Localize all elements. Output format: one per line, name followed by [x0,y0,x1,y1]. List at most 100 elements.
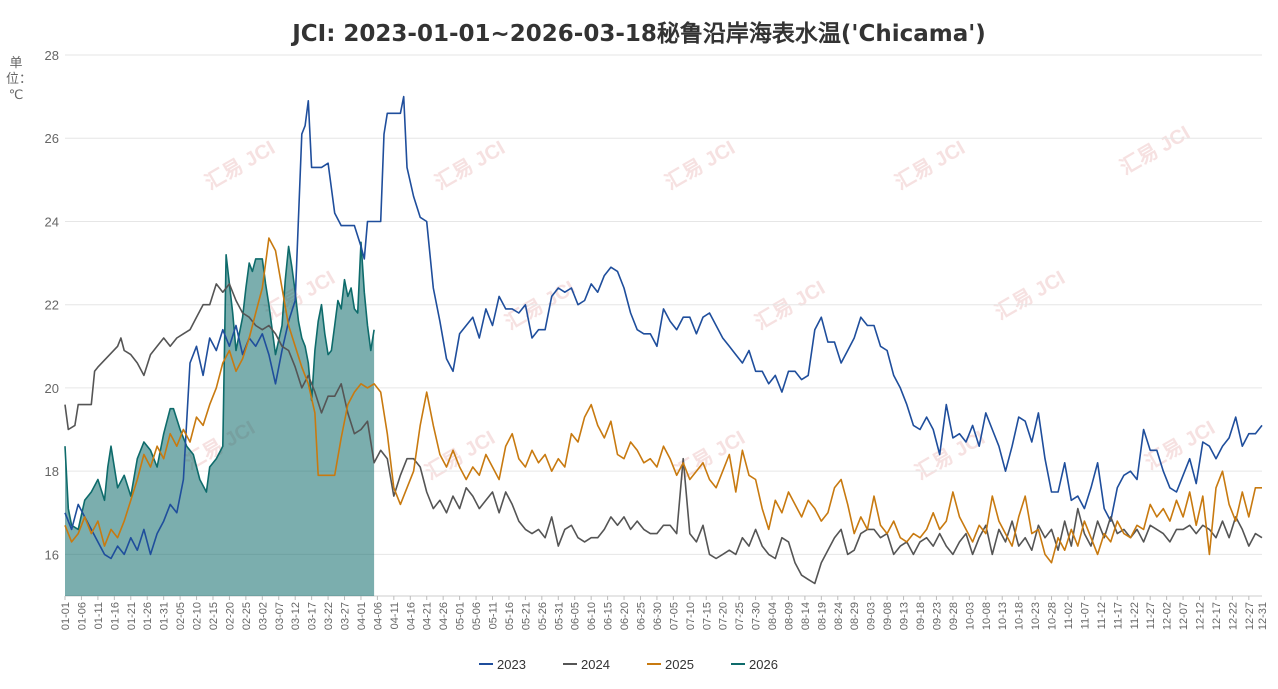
y-tick-label: 16 [45,547,59,562]
chart-title: JCI: 2023-01-01~2026-03-18秘鲁沿岸海表水温('Chic… [292,21,986,47]
x-tick-label: 11-17 [1112,602,1124,629]
x-tick-label: 06-25 [635,602,647,630]
x-tick-label: 04-21 [422,602,434,630]
series-line-2024 [64,283,1263,585]
watermark-text: 汇易 JCI [671,426,749,484]
x-tick-label: 06-05 [570,602,582,630]
x-tick-label: 02-10 [192,602,204,630]
x-tick-label: 05-16 [504,602,516,630]
x-tick-label: 01-11 [93,602,105,629]
x-tick-label: 05-06 [471,602,483,630]
x-tick-label: 10-28 [1047,602,1059,630]
x-tick-label: 01-16 [109,602,121,630]
x-tick-label: 06-30 [652,602,664,630]
x-tick-label: 03-27 [340,602,352,630]
x-tick-label: 09-28 [948,602,960,630]
watermark-text: 汇易 JCI [501,276,579,334]
x-tick-label: 11-07 [1079,602,1091,629]
y-tick-label: 28 [45,48,59,63]
x-tick-label: 10-08 [981,602,993,630]
x-tick-label: 07-15 [701,602,713,630]
watermark-text: 汇易 JCI [911,426,989,484]
x-tick-label: 08-04 [767,602,779,630]
x-tick-label: 04-16 [405,602,417,630]
x-tick-label: 08-14 [800,602,812,630]
x-tick-label: 12-02 [1162,602,1174,630]
x-tick-label: 02-20 [224,602,236,630]
x-tick-label: 12-27 [1244,602,1256,630]
watermark-text: 汇易 JCI [661,136,739,194]
x-tick-label: 09-08 [882,602,894,630]
x-tick-label: 11-02 [1063,602,1075,629]
x-tick-label: 01-01 [60,602,72,630]
series-line-2026 [64,241,375,531]
x-tick-label: 07-30 [751,602,763,630]
x-tick-label: 12-22 [1227,602,1239,630]
x-tick-label: 05-21 [520,602,532,630]
x-tick-label: 04-26 [438,602,450,630]
legend-item-2026[interactable]: 2026 [731,657,778,672]
x-tick-label: 04-11 [389,602,401,629]
x-tick-label: 09-18 [915,602,927,630]
watermark-text: 汇易 JCI [421,426,499,484]
unit-label: 单位：℃ [6,56,33,103]
series-line-2025 [64,237,1262,564]
y-tick-label: 20 [45,381,59,396]
x-tick-label: 04-01 [356,602,368,630]
x-tick-label: 06-10 [586,602,598,630]
x-tick-label: 11-12 [1096,602,1108,629]
watermark-text: 汇易 JCI [1116,121,1194,179]
x-tick-label: 10-18 [1014,602,1026,630]
x-tick-label: 01-31 [159,602,171,630]
x-tick-label: 01-06 [76,602,88,630]
x-tick-label: 08-19 [816,602,828,630]
x-axis: 01-01 01-06 01-11 01-16 01-21 01-26 01-31 02-05… [60,596,1269,630]
x-tick-label: 05-11 [488,602,500,629]
legend-label: 2026 [749,657,778,672]
watermark-text: 汇易 JCI [891,136,969,194]
x-tick-label: 07-10 [685,602,697,630]
x-tick-label: 12-07 [1178,602,1190,630]
x-tick-label: 09-23 [931,602,943,630]
x-tick-label: 02-15 [208,602,220,630]
legend-item-2025[interactable]: 2025 [647,657,694,672]
series-line-2023 [64,95,1263,560]
x-tick-label: 04-06 [372,602,384,630]
x-tick-label: 03-17 [307,602,319,630]
series-layer [64,95,1263,597]
x-tick-label: 02-05 [175,602,187,630]
x-tick-label: 05-01 [455,602,467,630]
x-tick-label: 03-12 [290,602,302,630]
legend-label: 2025 [665,657,694,672]
legend-item-2024[interactable]: 2024 [563,657,610,672]
x-tick-label: 07-20 [718,602,730,630]
x-tick-label: 05-31 [553,602,565,630]
x-tick-label: 08-09 [783,602,795,630]
x-tick-label: 07-25 [734,602,746,630]
legend-item-2023[interactable]: 2023 [479,657,526,672]
x-tick-label: 09-03 [866,602,878,630]
series-area-2026 [65,242,375,597]
x-tick-label: 12-31 [1257,602,1269,630]
y-tick-label: 24 [45,214,59,229]
y-tick-label: 26 [45,131,59,146]
y-tick-label: 18 [45,464,59,479]
x-tick-label: 07-05 [668,602,680,630]
watermark-text: 汇易 JCI [431,136,509,194]
x-tick-label: 10-03 [964,602,976,630]
x-tick-label: 12-17 [1211,602,1223,630]
x-tick-label: 10-13 [997,602,1009,630]
legend-label: 2023 [497,657,526,672]
x-tick-label: 11-27 [1145,602,1157,629]
x-tick-label: 01-26 [142,602,154,630]
watermark-text: 汇易 JCI [261,266,339,324]
x-tick-label: 12-12 [1195,602,1207,630]
x-tick-label: 01-21 [126,602,138,630]
x-tick-label: 10-23 [1030,602,1042,630]
x-tick-label: 08-24 [833,602,845,630]
watermark-text: 汇易 JCI [201,136,279,194]
x-tick-label: 06-15 [603,602,615,630]
legend[interactable]: 2023 2024 2025 2026 [479,657,778,672]
x-tick-label: 03-02 [257,602,269,630]
